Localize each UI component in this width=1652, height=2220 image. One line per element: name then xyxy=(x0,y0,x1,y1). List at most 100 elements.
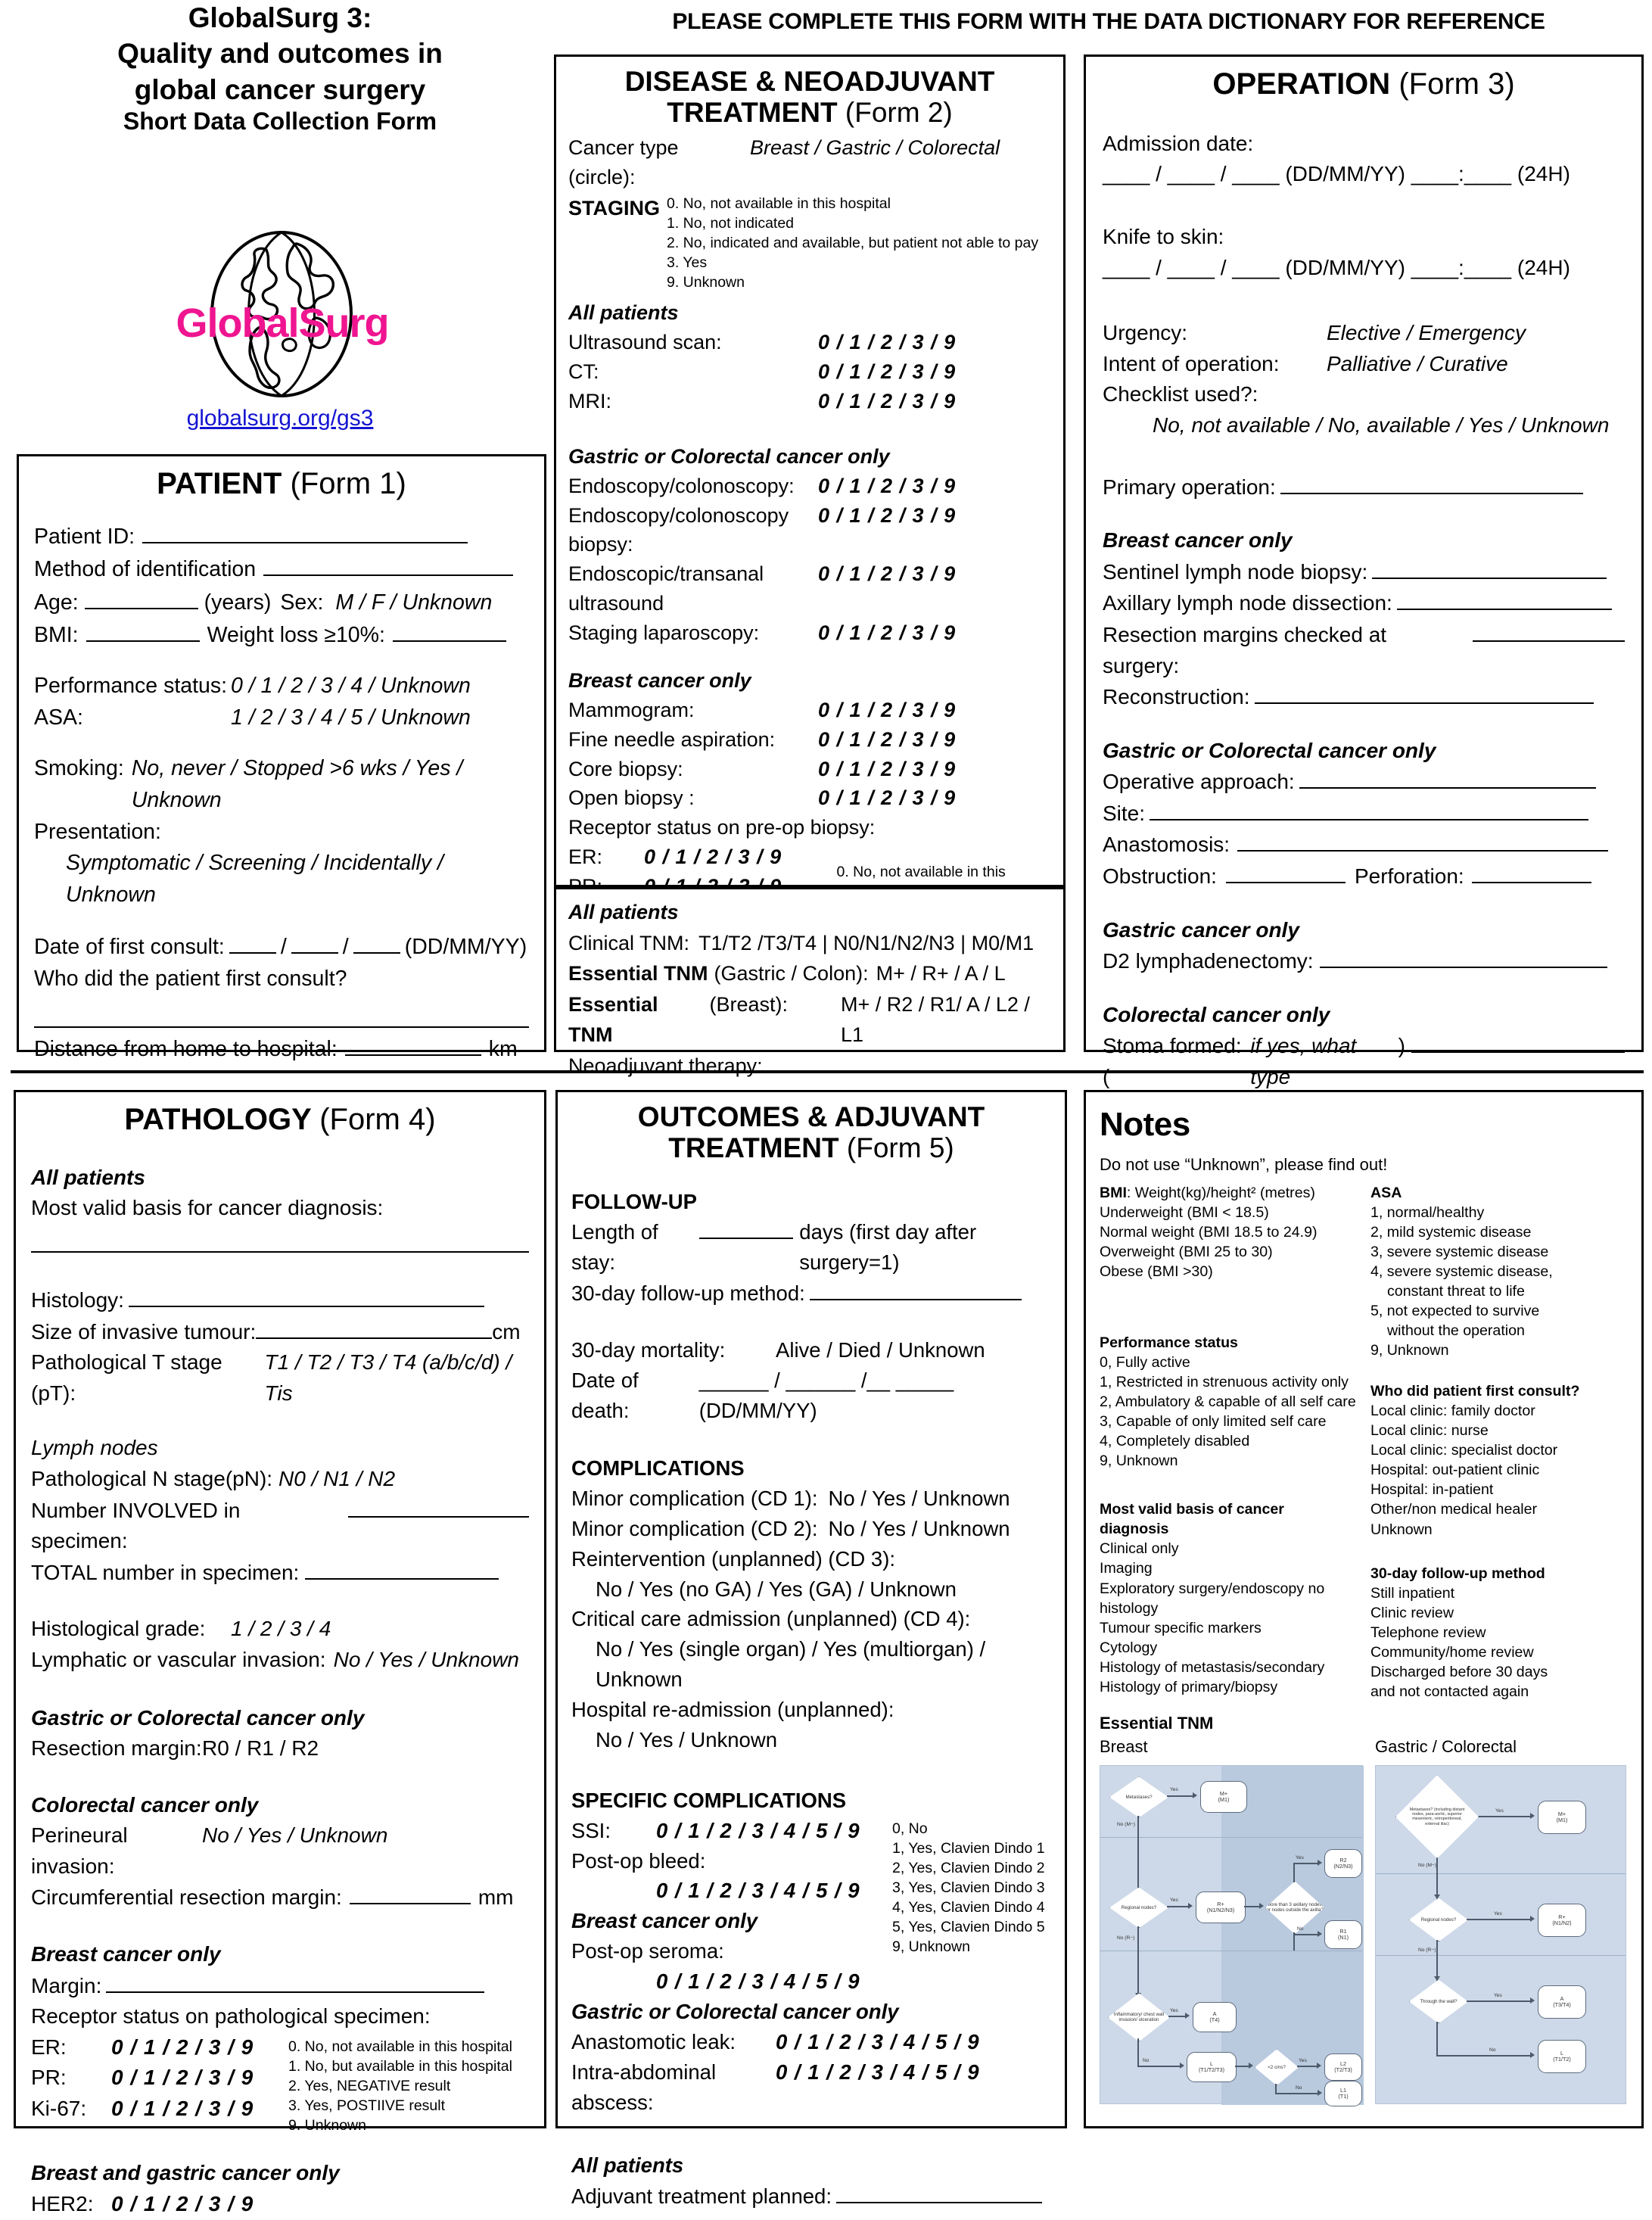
seroma-options[interactable]: 0 / 1 / 2 / 3 / 4 / 5 / 9 xyxy=(656,1969,860,1993)
bmi-note-line: Obese (BMI >30) xyxy=(1100,1263,1213,1280)
postop-bleed-options[interactable]: 0 / 1 / 2 / 3 / 4 / 5 / 9 xyxy=(656,1879,860,1903)
perforation-input[interactable] xyxy=(1471,861,1591,884)
obstruction-input[interactable] xyxy=(1225,861,1346,884)
weight-loss-input[interactable] xyxy=(392,618,506,642)
urgency-options[interactable]: Elective / Emergency xyxy=(1327,321,1526,345)
resection-margin-options[interactable]: R0 / R1 / R2 xyxy=(202,1736,319,1761)
smoking-options[interactable]: No, never / Stopped >6 wks / Yes / Unkno… xyxy=(131,756,463,813)
lymph-nodes-heading: Lymph nodes xyxy=(31,1436,158,1460)
perineural-invasion-options[interactable]: No / Yes / Unknown xyxy=(202,1823,388,1848)
mammogram-options[interactable]: 0 / 1 / 2 / 3 / 9 xyxy=(818,698,957,721)
diagnosis-basis-input[interactable] xyxy=(31,1250,529,1253)
path-er-options[interactable]: 0 / 1 / 2 / 3 / 9 xyxy=(111,2035,254,2059)
axillary-dissection-input[interactable] xyxy=(1396,587,1612,611)
ct-options[interactable]: 0 / 1 / 2 / 3 / 9 xyxy=(818,360,957,383)
path-pr-options[interactable]: 0 / 1 / 2 / 3 / 9 xyxy=(111,2066,254,2090)
age-input[interactable] xyxy=(84,586,198,609)
ssi-label: SSI: xyxy=(571,1818,611,1842)
path-her2-options[interactable]: 0 / 1 / 2 / 3 / 9 xyxy=(111,2192,254,2216)
who-first-consult-input[interactable] xyxy=(34,1026,529,1029)
histological-grade-label: Histological grade: xyxy=(31,1617,206,1641)
d2-lymphadenectomy-input[interactable] xyxy=(1319,945,1607,969)
method-of-identification-input[interactable] xyxy=(263,553,514,577)
transanal-ultrasound-options[interactable]: 0 / 1 / 2 / 3 / 9 xyxy=(818,562,957,586)
neoadjuvant-therapy-input[interactable] xyxy=(762,1051,1013,1073)
lvi-options[interactable]: No / Yes / Unknown xyxy=(333,1647,519,1671)
mortality-options[interactable]: Alive / Died / Unknown xyxy=(776,1338,985,1362)
asa-options[interactable]: 1 / 2 / 3 / 4 / 5 / Unknown xyxy=(231,705,471,730)
consult-year-input[interactable] xyxy=(353,931,400,954)
patient-id-input[interactable] xyxy=(142,521,468,544)
sex-options[interactable]: M / F / Unknown xyxy=(335,590,493,615)
cancer-type-options[interactable]: Breast / Gastric / Colorectal xyxy=(750,135,1000,159)
date-of-death-input[interactable]: ______ / ______ /__ _____ (DD/MM/YY) xyxy=(698,1368,954,1423)
length-of-stay-row: Length of stay: days (first day after su… xyxy=(571,1217,1051,1278)
path-colorectal-heading: Colorectal cancer only xyxy=(31,1792,259,1817)
staging-laparoscopy-options[interactable]: 0 / 1 / 2 / 3 / 9 xyxy=(818,621,957,644)
ultrasound-options[interactable]: 0 / 1 / 2 / 3 / 9 xyxy=(818,331,957,354)
mri-options[interactable]: 0 / 1 / 2 / 3 / 9 xyxy=(818,389,957,413)
reconstruction-input[interactable] xyxy=(1254,681,1594,705)
length-of-stay-input[interactable] xyxy=(698,1217,794,1240)
endoscopy-biopsy-options[interactable]: 0 / 1 / 2 / 3 / 9 xyxy=(818,503,957,527)
consult-day-input[interactable] xyxy=(229,931,276,954)
age-label: Age: xyxy=(34,590,79,615)
tumour-size-input[interactable] xyxy=(256,1316,493,1339)
performance-status-options[interactable]: 0 / 1 / 2 / 3 / 4 / Unknown xyxy=(231,674,471,699)
stoma-input[interactable] xyxy=(1411,1030,1625,1054)
nodes-total-input[interactable] xyxy=(305,1557,499,1580)
bmi-input[interactable] xyxy=(86,618,200,642)
operative-approach-input[interactable] xyxy=(1299,766,1596,789)
essential-tnm-gc-options[interactable]: M+ / R+ / A / L xyxy=(876,962,1006,985)
histological-grade-options[interactable]: 1 / 2 / 3 / 4 xyxy=(231,1617,331,1641)
open-biopsy-options[interactable]: 0 / 1 / 2 / 3 / 9 xyxy=(818,786,957,810)
fna-options[interactable]: 0 / 1 / 2 / 3 / 9 xyxy=(818,727,957,751)
knife-to-skin-input[interactable]: ____ / ____ / ____ (DD/MM/YY) ____:____ … xyxy=(1103,255,1570,279)
pt-stage-options[interactable]: T1 / T2 / T3 / T4 (a/b/c/d) / Tis xyxy=(264,1350,512,1405)
cd3-options[interactable]: No / Yes (no GA) / Yes (GA) / Unknown xyxy=(596,1577,957,1601)
adjuvant-treatment-input[interactable] xyxy=(835,2181,1042,2203)
anastomotic-leak-options[interactable]: 0 / 1 / 2 / 3 / 4 / 5 / 9 xyxy=(776,2029,980,2053)
pn-stage-options[interactable]: N0 / N1 / N2 xyxy=(278,1466,396,1490)
bmi-note-formula: : Weight(kg)/height² (metres) xyxy=(1126,1184,1315,1201)
followup-method-label: 30-day follow-up method: xyxy=(571,1281,805,1305)
endoscopy-options[interactable]: 0 / 1 / 2 / 3 / 9 xyxy=(818,474,957,497)
cd1-options[interactable]: No / Yes / Unknown xyxy=(828,1486,1010,1510)
primary-operation-input[interactable] xyxy=(1280,472,1583,494)
pn-stage-label: Pathological N stage(pN): xyxy=(31,1466,273,1490)
seroma-label: Post-op seroma: xyxy=(571,1939,724,1963)
margin-input[interactable] xyxy=(106,1970,485,1993)
histology-input[interactable] xyxy=(128,1284,484,1307)
resection-margins-input[interactable] xyxy=(1472,619,1625,642)
er-options[interactable]: 0 / 1 / 2 / 3 / 9 xyxy=(644,845,782,869)
ssi-options[interactable]: 0 / 1 / 2 / 3 / 4 / 5 / 9 xyxy=(656,1818,860,1842)
open-biopsy-row: Open biopsy : 0 / 1 / 2 / 3 / 9 xyxy=(568,783,1051,813)
clinical-tnm-options[interactable]: T1/T2 /T3/T4 | N0/N1/N2/N3 | M0/M1 xyxy=(698,931,1034,954)
anastomosis-input[interactable] xyxy=(1237,829,1609,852)
crm-input[interactable] xyxy=(349,1882,471,1905)
readmission-options[interactable]: No / Yes / Unknown xyxy=(596,1727,778,1751)
core-biopsy-options[interactable]: 0 / 1 / 2 / 3 / 9 xyxy=(818,757,957,780)
stoma-label-suffix: ) xyxy=(1398,1034,1405,1058)
presentation-options[interactable]: Symptomatic / Screening / Incidentally /… xyxy=(66,851,443,907)
basis-note-heading: Most valid basis of cancer diagnosis xyxy=(1100,1501,1284,1538)
mortality-row: 30-day mortality: Alive / Died / Unknown xyxy=(571,1335,1051,1365)
consult-month-input[interactable] xyxy=(291,931,338,954)
distance-input[interactable] xyxy=(344,1032,481,1056)
asa-note-line: without the operation xyxy=(1387,1322,1525,1340)
sentinel-node-input[interactable] xyxy=(1372,556,1607,579)
fna-label: Fine needle aspiration: xyxy=(568,727,776,751)
path-ki67-options[interactable]: 0 / 1 / 2 / 3 / 9 xyxy=(111,2097,254,2121)
globalsurg-website-link[interactable]: globalsurg.org/gs3 xyxy=(186,406,374,431)
cd2-options[interactable]: No / Yes / Unknown xyxy=(828,1516,1010,1540)
cd4-options[interactable]: No / Yes (single organ) / Yes (multiorga… xyxy=(596,1637,986,1692)
checklist-options[interactable]: No, not available / No, available / Yes … xyxy=(1153,413,1610,437)
intent-options[interactable]: Palliative / Curative xyxy=(1327,351,1508,375)
followup-method-input[interactable] xyxy=(809,1278,1022,1300)
nodes-involved-input[interactable] xyxy=(347,1495,529,1518)
site-input[interactable] xyxy=(1150,798,1589,820)
outcomes-title-form-number: (Form 5) xyxy=(846,1132,954,1164)
admission-date-input[interactable]: ____ / ____ / ____ (DD/MM/YY) ____:____ … xyxy=(1103,162,1570,186)
abscess-options[interactable]: 0 / 1 / 2 / 3 / 4 / 5 / 9 xyxy=(776,2060,980,2084)
essential-tnm-breast-options[interactable]: M+ / R2 / R1/ A / L2 / L1 xyxy=(841,992,1030,1047)
